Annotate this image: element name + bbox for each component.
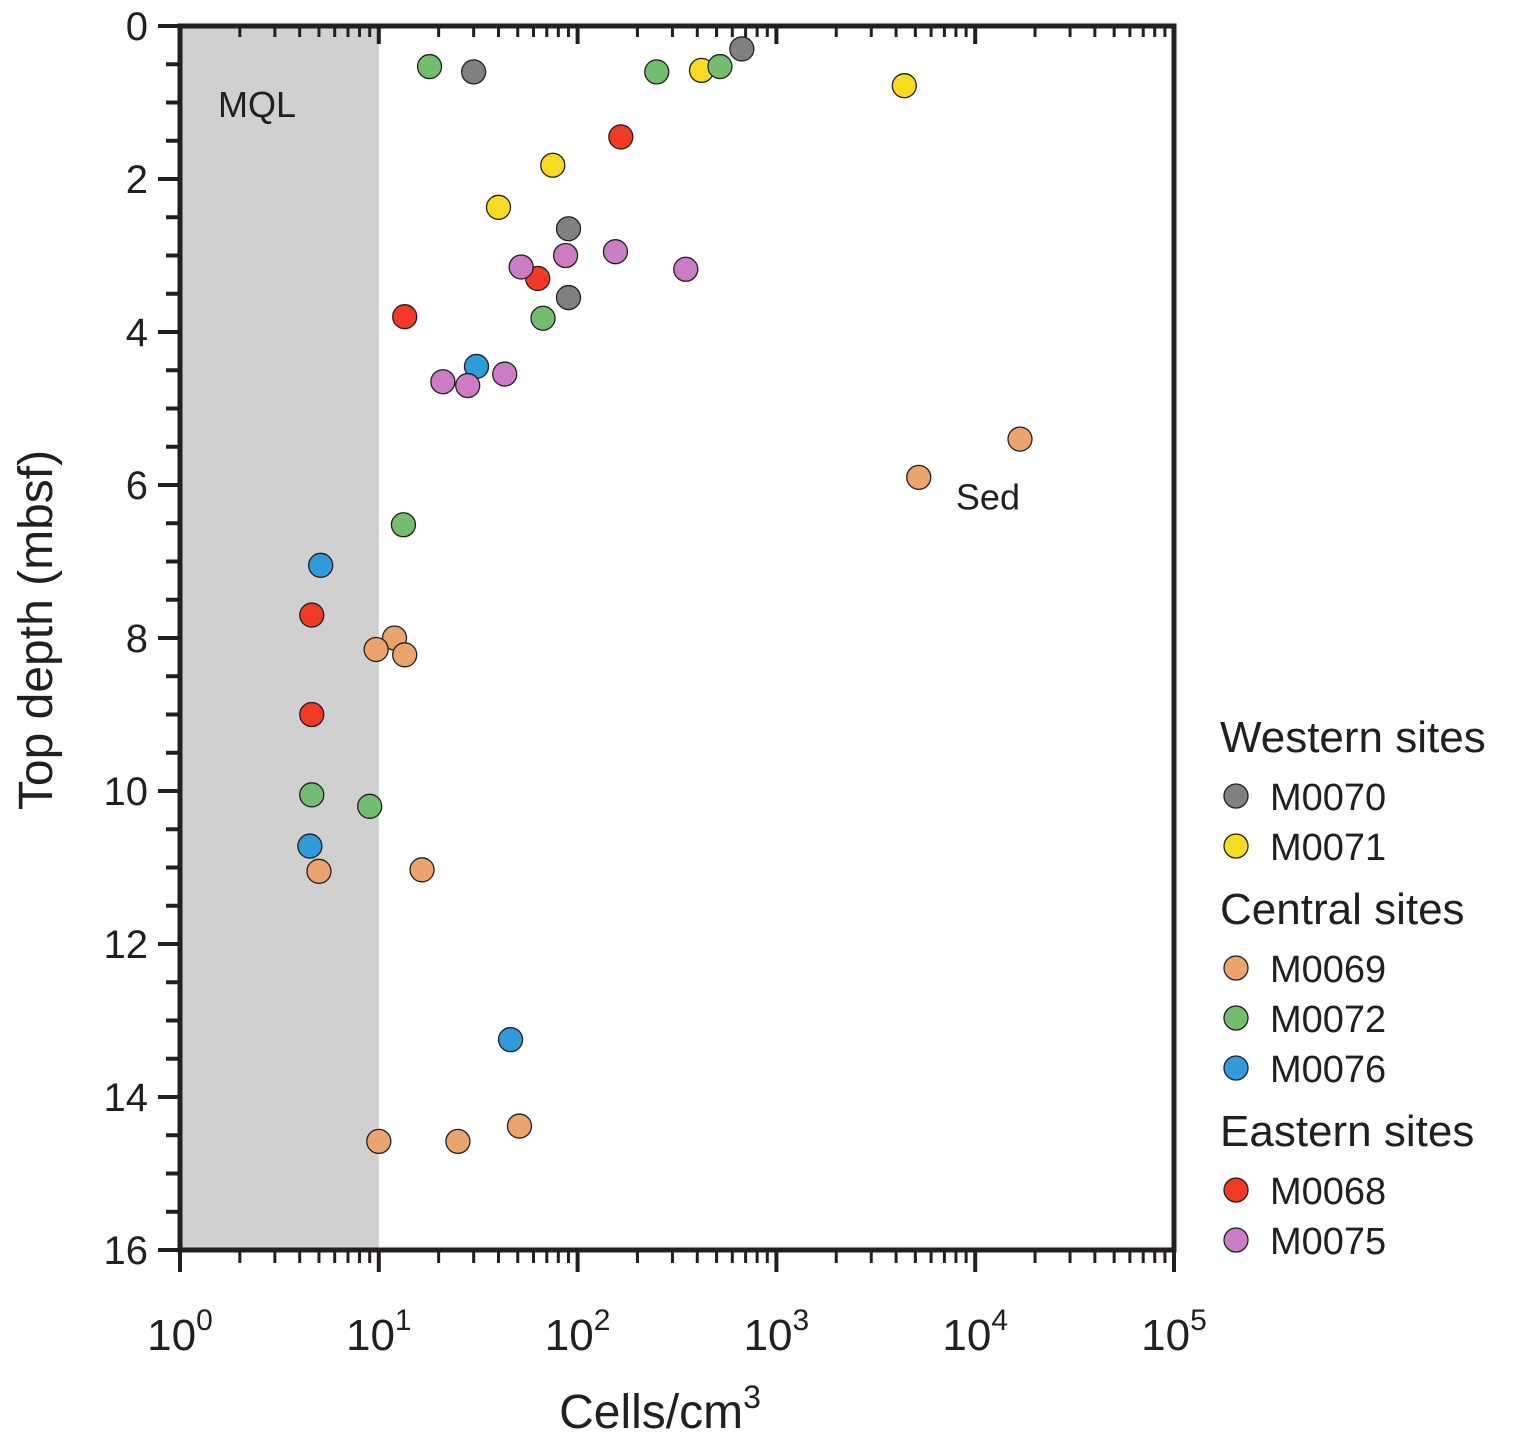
x-tick-label: 102 — [545, 1304, 611, 1360]
data-point-m0075 — [430, 369, 456, 395]
y-tick-label: 12 — [104, 923, 149, 967]
legend-entry-m0072: M0072 — [1270, 999, 1386, 1041]
data-point-m0072 — [707, 53, 733, 80]
data-point-m0075 — [602, 239, 629, 265]
legend-entry-m0075: M0075 — [1270, 1221, 1386, 1263]
data-point-m0068 — [299, 602, 325, 628]
legend-marker-m0072 — [1223, 1005, 1249, 1031]
data-point-m0069 — [1007, 426, 1033, 452]
data-point-m0076 — [297, 833, 323, 859]
data-point-m0075 — [455, 372, 481, 399]
data-point-m0069 — [906, 464, 932, 491]
data-point-m0070 — [461, 59, 487, 85]
legend-group-title: Western sites — [1220, 713, 1486, 762]
data-point-m0069 — [506, 1113, 533, 1139]
y-tick-label: 14 — [104, 1076, 149, 1120]
y-tick-label: 2 — [126, 158, 148, 202]
data-point-m0070 — [555, 284, 582, 311]
plot-frame — [177, 23, 1177, 1253]
data-point-m0069 — [366, 1128, 392, 1155]
data-point-m0071 — [485, 194, 512, 220]
x-tick-label: 100 — [147, 1304, 213, 1360]
legend-marker-m0075 — [1223, 1227, 1249, 1253]
sed-annotation: Sed — [956, 476, 1020, 517]
x-tick-label: 105 — [1141, 1304, 1207, 1360]
x-tick-label: 103 — [744, 1304, 810, 1360]
legend-entry-m0076: M0076 — [1270, 1049, 1386, 1091]
y-axis-title: Top depth (mbsf) — [10, 450, 63, 810]
x-axis-title: Cells/cm3 — [559, 1379, 761, 1439]
data-point-m0072 — [357, 793, 383, 819]
legend-marker-m0076 — [1223, 1055, 1249, 1081]
data-point-m0069 — [445, 1128, 471, 1155]
legend-marker-m0070 — [1223, 783, 1249, 809]
data-point-m0070 — [729, 36, 755, 62]
data-point-m0072 — [644, 59, 670, 85]
data-point-m0068 — [608, 124, 634, 150]
data-point-m0071 — [891, 73, 917, 99]
data-point-m0069 — [409, 857, 435, 883]
mql-region — [180, 26, 379, 1250]
y-tick-label: 4 — [126, 311, 148, 355]
mql-label: MQL — [218, 84, 296, 125]
data-point-m0076 — [497, 1026, 524, 1053]
data-point-m0070 — [555, 216, 582, 242]
data-point-m0068 — [299, 701, 325, 728]
data-point-m0072 — [299, 782, 325, 808]
data-point-m0075 — [492, 361, 518, 387]
y-tick-label: 10 — [104, 770, 149, 814]
data-point-m0069 — [392, 642, 418, 668]
x-tick-label: 101 — [346, 1304, 412, 1360]
data-point-m0072 — [390, 512, 417, 538]
data-point-m0075 — [508, 254, 534, 280]
x-tick-label: 104 — [942, 1304, 1008, 1360]
y-tick-label: 6 — [126, 464, 148, 508]
legend-group-title: Eastern sites — [1220, 1107, 1474, 1156]
y-tick-label: 8 — [126, 617, 148, 661]
data-point-m0072 — [530, 305, 556, 331]
legend-marker-m0071 — [1223, 833, 1249, 859]
data-point-m0071 — [540, 152, 566, 178]
data-point-m0075 — [552, 242, 579, 269]
y-tick-label: 0 — [126, 5, 148, 49]
data-point-m0075 — [673, 256, 699, 282]
legend-marker-m0069 — [1223, 955, 1249, 981]
data-point-m0069 — [306, 858, 332, 884]
legend-marker-m0068 — [1223, 1177, 1249, 1203]
data-point-m0076 — [308, 552, 334, 578]
data-point-m0068 — [392, 304, 418, 330]
legend-entry-m0069: M0069 — [1270, 949, 1386, 991]
data-point-m0069 — [363, 636, 389, 663]
legend-entry-m0071: M0071 — [1270, 827, 1386, 869]
y-tick-label: 16 — [104, 1229, 149, 1273]
data-point-m0072 — [416, 53, 443, 80]
legend-entry-m0068: M0068 — [1270, 1171, 1386, 1213]
legend-group-title: Central sites — [1220, 885, 1465, 934]
legend-entry-m0070: M0070 — [1270, 777, 1386, 819]
